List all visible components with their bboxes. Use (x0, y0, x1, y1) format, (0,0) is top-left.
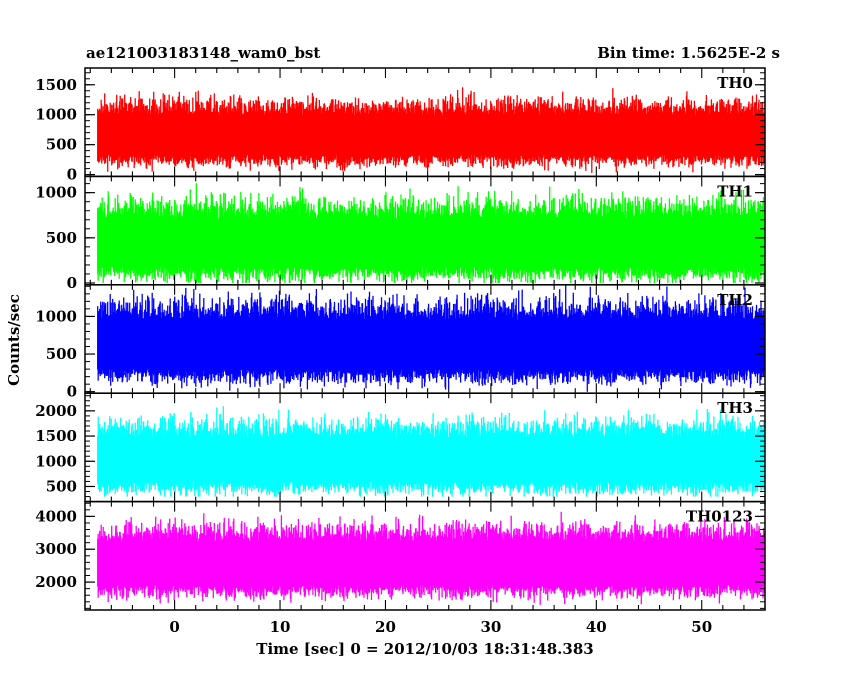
x-tick-label: 40 (586, 618, 607, 636)
x-tick-label: 30 (480, 618, 501, 636)
x-axis-label: Time [sec] 0 = 2012/10/03 18:31:48.383 (256, 640, 594, 658)
series-body (97, 325, 765, 363)
y-tick-label: 500 (46, 477, 77, 495)
y-tick-label: 500 (46, 229, 77, 247)
y-tick-label: 1000 (35, 452, 77, 470)
y-tick-label: 500 (46, 345, 77, 363)
bin-time-label: Bin time: 1.5625E-2 s (597, 44, 780, 62)
y-tick-label: 0 (67, 383, 77, 401)
x-tick-label: 10 (270, 618, 291, 636)
panel-th3: 500 1000 1500 2000 TH3 (35, 392, 766, 503)
panel-th2: 0 500 1000 TH2 (35, 284, 766, 401)
panel-label-th1: TH1 (717, 182, 753, 200)
y-tick-label: 1000 (35, 106, 77, 124)
y-tick-label: 3000 (35, 540, 77, 558)
y-tick-label: 1500 (35, 76, 77, 94)
series-body (97, 547, 765, 580)
panel-th0: 0 500 1000 1500 TH0 (35, 67, 766, 184)
panel-label-th2: TH2 (717, 291, 753, 309)
panel-label-th0123: TH0123 (686, 508, 753, 526)
y-tick-label: 4000 (35, 507, 77, 525)
y-tick-label: 2000 (35, 402, 77, 420)
y-tick-label: 0 (67, 166, 77, 184)
y-tick-label: 1000 (35, 184, 77, 202)
panel-label-th0: TH0 (717, 74, 753, 92)
panel-label-th3: TH3 (717, 399, 753, 417)
y-tick-label: 0 (67, 274, 77, 292)
y-tick-label: 1000 (35, 307, 77, 325)
x-tick-label: 20 (375, 618, 396, 636)
series-body (97, 120, 765, 150)
x-tick-label: 0 (169, 618, 179, 636)
y-axis-label: Counts/sec (5, 294, 23, 386)
series-body (97, 443, 765, 476)
panel-th1: 0 500 1000 TH1 (35, 175, 766, 292)
series-body (97, 224, 765, 261)
y-tick-label: 1500 (35, 427, 77, 445)
panel-th0123: 2000 3000 4000 TH0123 (35, 500, 766, 611)
y-tick-label: 500 (46, 136, 77, 154)
x-tick-label: 50 (691, 618, 712, 636)
plot-title: ae121003183148_wam0_bst (86, 44, 321, 62)
y-tick-label: 2000 (35, 573, 77, 591)
